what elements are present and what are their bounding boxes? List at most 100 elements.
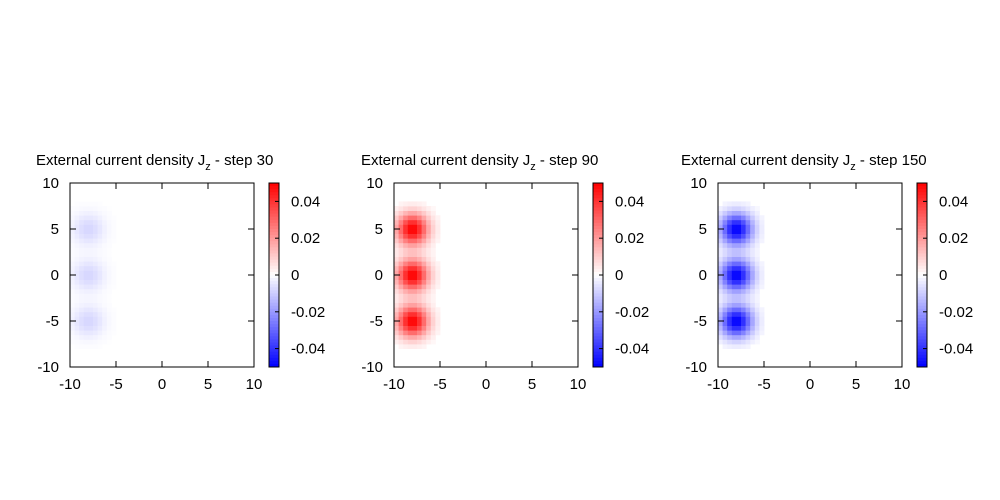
y-tick-label: 0 (699, 267, 707, 284)
heatmap-cell (731, 219, 737, 225)
heatmap-cell (754, 298, 760, 303)
heatmap-cell (718, 265, 723, 271)
heatmap-cell (102, 275, 108, 280)
heatmap-cell (426, 210, 432, 216)
heatmap-cell (421, 242, 427, 248)
heatmap-cell (407, 334, 413, 340)
heatmap-cell (412, 307, 418, 313)
heatmap-cell (430, 261, 436, 267)
heatmap-cell (70, 334, 75, 340)
heatmap-cell (736, 256, 742, 262)
heatmap-cell (754, 224, 760, 230)
colorbar-segment (269, 278, 279, 282)
heatmap-cell (417, 206, 422, 211)
heatmap-cell (97, 307, 103, 313)
y-tick-label: -5 (694, 313, 707, 330)
colorbar-segment (593, 351, 603, 356)
heatmap-cell (83, 242, 89, 248)
heatmap-cell (398, 270, 404, 276)
heatmap-cell (741, 293, 746, 299)
heatmap-cell (93, 330, 98, 336)
heatmap-cell (79, 238, 85, 244)
heatmap-cell (106, 311, 112, 317)
heatmap-cell (736, 238, 742, 244)
colorbar-segment (269, 235, 279, 239)
heatmap-cell (435, 265, 441, 271)
heatmap-cell (102, 270, 108, 276)
heatmap-cell (722, 256, 728, 262)
heatmap-cell (111, 311, 117, 317)
heatmap-cell (750, 233, 756, 239)
colorbar-segment (269, 186, 279, 190)
heatmap-cell (754, 261, 760, 267)
heatmap-cell (398, 293, 404, 299)
heatmap-cell (83, 307, 89, 313)
chart-title: External current density Jz - step 90 (361, 152, 598, 173)
heatmap-cell (102, 210, 108, 216)
colorbar-segment (269, 327, 279, 331)
heatmap-cell (727, 233, 733, 239)
heatmap-cell (426, 233, 432, 239)
heatmap-cell (750, 229, 756, 234)
heatmap-cell (759, 265, 765, 271)
colorbar-segment (593, 330, 603, 334)
heatmap-cell (754, 275, 760, 280)
heatmap-cell (718, 293, 723, 299)
heatmap-cell (93, 311, 98, 317)
heatmap-cell (430, 293, 436, 299)
heatmap-cell (394, 311, 399, 317)
colorbar-segment (269, 305, 279, 310)
colorbar-segment (593, 305, 603, 310)
heatmap-cell (74, 247, 80, 253)
x-tick-label: -5 (433, 376, 446, 393)
heatmap-cell (426, 307, 432, 313)
heatmap-cell (759, 224, 765, 230)
heatmap-cell (97, 293, 103, 299)
heatmap-cell (88, 229, 94, 234)
heatmap-cell (74, 302, 80, 308)
heatmap-cell (745, 238, 751, 244)
heatmap-cell (70, 247, 75, 253)
colorbar-segment (269, 225, 279, 230)
heatmap-cell (88, 247, 94, 253)
heatmap-cell (106, 293, 112, 299)
colorbar-segment (593, 262, 603, 267)
heatmap-cell (394, 247, 399, 253)
heatmap-cell (745, 219, 751, 225)
heatmap-cell (407, 229, 413, 234)
heatmap-cell (727, 261, 733, 267)
heatmap-cell (722, 344, 728, 349)
heatmap-cell (417, 284, 422, 290)
heatmap-cell (403, 215, 409, 221)
heatmap-cell (421, 344, 427, 349)
colorbar-segment (917, 317, 927, 322)
heatmap-cell (74, 293, 80, 299)
heatmap-cell (731, 224, 737, 230)
colorbar-segment (917, 278, 927, 282)
heatmap-cell (426, 261, 432, 267)
colorbar-segment (917, 342, 927, 347)
heatmap-cell (398, 261, 404, 267)
heatmap-cell (417, 238, 422, 244)
heatmap-cell (727, 325, 733, 331)
colorbar-segment (593, 247, 603, 251)
heatmap-cell (70, 298, 75, 303)
heatmap-cell (718, 261, 723, 267)
heatmap-cell (718, 316, 723, 322)
heatmap-cell (731, 325, 737, 331)
heatmap-cell (435, 229, 441, 234)
colorbar-tick-label: 0.04 (615, 193, 644, 210)
heatmap-cell (421, 279, 427, 285)
heatmap-cell (88, 316, 94, 322)
colorbar-segment (269, 357, 279, 362)
heatmap-cell (727, 316, 733, 322)
y-tick-label: 10 (42, 175, 59, 192)
heatmap-cell (106, 229, 112, 234)
heatmap-cell (722, 316, 728, 322)
heatmap-cell (79, 256, 85, 262)
heatmap-cell (750, 219, 756, 225)
colorbar-segment (917, 327, 927, 331)
heatmap-cell (403, 311, 409, 317)
heatmap-cell (106, 321, 112, 326)
colorbar-segment (269, 333, 279, 337)
